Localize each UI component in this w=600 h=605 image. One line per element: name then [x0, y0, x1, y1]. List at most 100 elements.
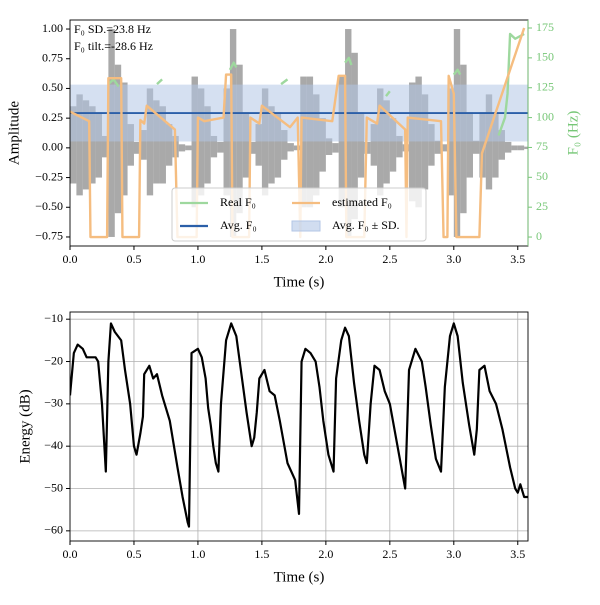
y-tick-label: −40: [44, 438, 63, 452]
waveform-bar: [274, 112, 282, 178]
x-tick-label: 0.5: [126, 252, 141, 266]
waveform-bar: [428, 124, 435, 166]
legend-box: [171, 187, 427, 242]
waveform-bar: [300, 76, 307, 208]
waveform-bar: [146, 88, 154, 196]
y2-tick-label: 150: [536, 50, 554, 64]
y-tick-label: −0.25: [35, 169, 63, 183]
waveform-bar: [82, 100, 90, 190]
x-tick-label: 1.0: [190, 252, 205, 266]
waveform-bar: [396, 135, 403, 158]
y-tick-label: −0.75: [35, 229, 63, 243]
y2-tick-label: 125: [536, 79, 554, 93]
waveform-bar: [364, 141, 371, 154]
y-tick-label: −20: [44, 353, 63, 367]
waveform-bar: [223, 88, 230, 196]
waveform-bar: [204, 106, 211, 184]
x-tick-label: 2.0: [318, 252, 333, 266]
y-tick-label: 0.00: [42, 140, 63, 154]
y-axis-label: Energy (dB): [17, 389, 33, 463]
waveform-bar: [95, 112, 102, 178]
waveform-bar: [210, 135, 218, 158]
y2-tick-label: 50: [536, 169, 548, 183]
waveform-bar: [511, 145, 518, 151]
waveform-bar: [389, 118, 397, 172]
waveform-bar: [133, 141, 141, 154]
y-tick-label: −50: [44, 480, 63, 494]
waveform-bar: [101, 135, 109, 158]
x-tick-label: 2.5: [382, 252, 397, 266]
waveform-bar: [281, 130, 288, 160]
series-line: [70, 322, 528, 528]
waveform-bar: [287, 143, 294, 152]
waveform-bar: [178, 144, 186, 152]
y-axis-label: Amplitude: [6, 101, 22, 166]
x-tick-label: 3.0: [446, 547, 461, 561]
x-axis-label: Time (s): [274, 274, 325, 290]
waveform-bar: [255, 124, 262, 166]
x-tick-label: 2.0: [318, 547, 333, 561]
waveform-bar: [306, 76, 314, 208]
legend-label: Avg. F₀: [220, 218, 257, 232]
waveform-bar: [89, 106, 96, 184]
y-tick-label: 0.75: [42, 50, 63, 64]
x-tick-label: 1.0: [190, 547, 205, 561]
waveform-bar: [197, 88, 205, 196]
waveform-bar: [409, 82, 416, 202]
waveform-bar: [357, 112, 365, 178]
x-axis-label: Time (s): [274, 569, 325, 585]
plot-area: [70, 27, 528, 239]
waveform-bar: [377, 88, 384, 196]
y2-tick-label: 75: [536, 139, 548, 153]
waveform-bar: [249, 141, 256, 154]
waveform-bar: [242, 112, 250, 178]
x-tick-label: 0.0: [63, 252, 78, 266]
x-tick-label: 0.0: [63, 547, 78, 561]
plot-content: [70, 27, 528, 239]
waveform-bar: [485, 94, 493, 190]
plot-area: [70, 312, 528, 541]
y-tick-label: −10: [44, 311, 63, 325]
waveform-bar: [313, 94, 320, 196]
waveform-bar: [338, 76, 346, 208]
waveform-bar: [217, 141, 224, 153]
waveform-bar: [191, 76, 198, 208]
x-tick-label: 1.5: [254, 547, 269, 561]
legend-label: Avg. F₀ ± SD.: [332, 218, 400, 232]
y2-axis-label: F₀ (Hz): [565, 111, 581, 156]
waveform-bar: [153, 100, 160, 184]
waveform-bar: [319, 118, 326, 172]
waveform-bar: [159, 106, 166, 184]
waveform-bar: [434, 140, 442, 154]
waveform-bar: [441, 144, 448, 152]
waveform-bar: [70, 106, 77, 184]
waveform-bar: [165, 124, 173, 166]
waveform-bar: [415, 76, 422, 208]
waveform-bar: [325, 138, 333, 155]
y2-tick-label: 100: [536, 109, 554, 123]
plot-content: [70, 312, 528, 541]
y2-tick-label: 25: [536, 199, 548, 213]
waveform-bar: [383, 100, 390, 184]
waveform-bar: [504, 141, 512, 153]
legend-label: estimated F₀: [332, 195, 392, 209]
legend-swatch: [291, 220, 321, 232]
waveform-bar: [185, 145, 192, 151]
y2-tick-label: 0: [536, 229, 542, 243]
axes-frame: [69, 311, 529, 542]
x-tick-label: 3.5: [510, 252, 525, 266]
y2-tick-label: 175: [536, 20, 554, 34]
x-tick-label: 3.5: [510, 547, 525, 561]
annotation: F₀ SD.=23.8 Hz: [74, 22, 151, 36]
waveform-bar: [261, 88, 269, 196]
waveform-bar: [332, 143, 339, 153]
x-tick-label: 3.0: [446, 252, 461, 266]
waveform-bar: [498, 130, 505, 160]
waveform-bar: [421, 94, 429, 190]
waveform-bar: [466, 112, 473, 178]
x-tick-label: 2.5: [382, 547, 397, 561]
waveform-bar: [76, 94, 83, 196]
y-tick-label: 1.00: [42, 21, 63, 35]
